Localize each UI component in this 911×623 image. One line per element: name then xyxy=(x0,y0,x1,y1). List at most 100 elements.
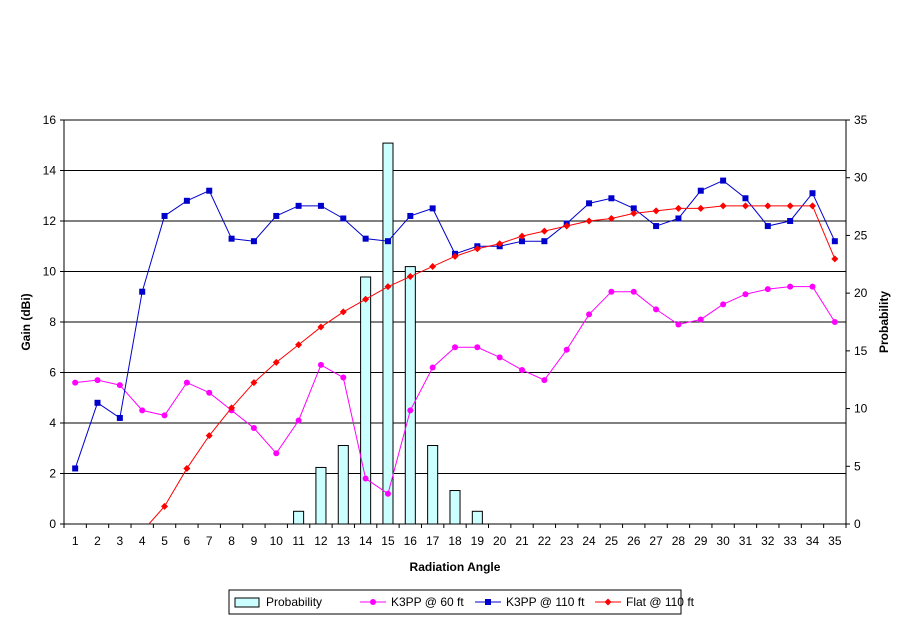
y-tick-label: 10 xyxy=(43,265,57,279)
series-point xyxy=(429,262,437,270)
x-tick-label: 9 xyxy=(251,534,258,548)
series-point xyxy=(742,291,749,298)
y-tick-label: 2 xyxy=(49,467,56,481)
series-point xyxy=(764,202,772,210)
series-point xyxy=(720,301,727,308)
x-tick-label: 24 xyxy=(582,534,596,548)
y-tick-label: 0 xyxy=(49,517,56,531)
x-tick-label: 14 xyxy=(359,534,373,548)
series-point xyxy=(340,215,347,222)
x-tick-label: 7 xyxy=(206,534,213,548)
x-tick-label: 15 xyxy=(381,534,395,548)
x-tick-label: 29 xyxy=(694,534,708,548)
probability-bar xyxy=(449,490,461,525)
series-point xyxy=(452,344,458,351)
x-tick-label: 33 xyxy=(783,534,797,548)
x-tick-label: 12 xyxy=(314,534,328,548)
y-tick-label: 12 xyxy=(43,214,57,228)
x-tick-label: 13 xyxy=(337,534,351,548)
x-tick-label: 10 xyxy=(270,534,284,548)
series-point xyxy=(407,212,414,219)
series-point xyxy=(406,273,414,281)
series-point xyxy=(295,341,303,349)
series-point xyxy=(742,195,749,202)
x-tick-label: 34 xyxy=(806,534,820,548)
series-point xyxy=(72,379,79,386)
series-point xyxy=(764,286,771,293)
series-point xyxy=(317,323,325,331)
x-tick-label: 23 xyxy=(560,534,574,548)
series-point xyxy=(697,187,704,194)
series-point xyxy=(563,346,570,353)
series-point xyxy=(205,432,213,440)
x-tick-label: 19 xyxy=(471,534,485,548)
series-point xyxy=(831,319,838,325)
x-tick-label: 28 xyxy=(672,534,686,548)
series-point xyxy=(653,223,660,230)
series-point xyxy=(228,404,236,412)
series-point xyxy=(604,598,612,606)
series-point xyxy=(370,599,376,605)
legend: Probability K3PP @ 60 ft K3PP @ 110 ft Flat… xyxy=(228,589,695,615)
y2-tick-label: 5 xyxy=(854,459,861,473)
x-tick-label: 26 xyxy=(627,534,641,548)
series-point xyxy=(697,204,705,212)
x-tick-label: 31 xyxy=(739,534,753,548)
y2-tick-label: 10 xyxy=(854,402,868,416)
series-point xyxy=(541,377,548,384)
y-tick-label: 6 xyxy=(49,366,56,380)
series-point xyxy=(809,190,816,197)
y-tick-label: 8 xyxy=(49,315,56,329)
series-point xyxy=(451,252,459,260)
x-tick-label: 4 xyxy=(139,534,146,548)
series-line xyxy=(74,180,836,469)
series-point xyxy=(161,212,168,219)
series-point xyxy=(473,245,481,253)
series-point xyxy=(273,212,280,219)
y2-axis-title: Probability xyxy=(877,291,891,353)
series-point xyxy=(429,205,436,212)
series-line xyxy=(75,286,836,495)
series-point xyxy=(183,464,191,472)
series-point xyxy=(585,217,593,225)
probability-bars xyxy=(293,142,483,525)
x-tick-label: 1 xyxy=(72,534,79,548)
series-point xyxy=(652,207,660,215)
x-tick-label: 18 xyxy=(448,534,462,548)
probability-bar xyxy=(337,445,349,525)
series-point xyxy=(608,288,615,295)
series-point xyxy=(519,366,526,373)
y2-tick-label: 0 xyxy=(854,517,861,531)
probability-bar xyxy=(471,510,483,525)
x-tick-label: 5 xyxy=(161,534,168,548)
x-tick-label: 16 xyxy=(404,534,418,548)
legend-label: K3PP @ 110 ft xyxy=(506,595,585,609)
x-tick-label: 17 xyxy=(426,534,440,548)
legend-swatch xyxy=(234,597,260,608)
x-tick-label: 2 xyxy=(94,534,101,548)
legend-label: Flat @ 110 ft xyxy=(626,595,695,609)
series-point xyxy=(653,306,660,313)
series-point xyxy=(809,283,816,290)
y-axis-title: Gain (dBi) xyxy=(19,293,33,350)
series-point xyxy=(719,202,727,210)
series-point xyxy=(183,197,190,204)
series-point xyxy=(630,288,637,295)
x-tick-label: 30 xyxy=(716,534,730,548)
x-tick-label: 6 xyxy=(184,534,191,548)
series-point xyxy=(94,377,101,384)
x-tick-label: 22 xyxy=(538,534,552,548)
series-point xyxy=(295,417,302,424)
series-point xyxy=(228,235,235,242)
series-point xyxy=(808,202,816,210)
series-point xyxy=(94,399,101,406)
x-tick-label: 11 xyxy=(292,534,305,548)
series-point xyxy=(519,238,526,245)
y-tick-label: 16 xyxy=(43,113,57,127)
series-point xyxy=(474,344,481,351)
series-line xyxy=(148,205,836,525)
x-tick-label: 8 xyxy=(228,534,235,548)
series-point xyxy=(586,200,593,207)
